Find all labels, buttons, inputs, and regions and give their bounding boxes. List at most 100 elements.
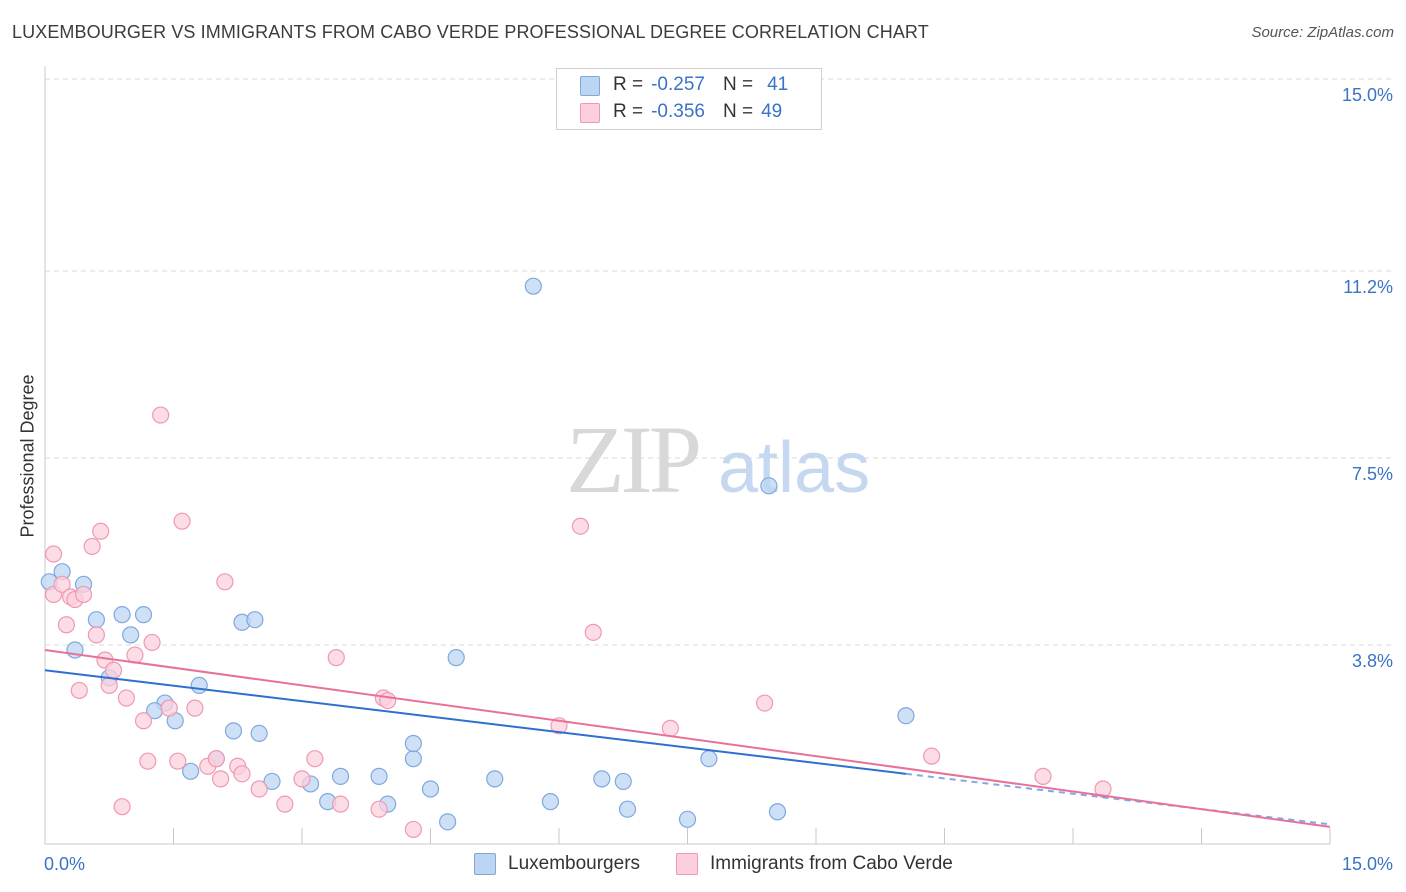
- data-point: [618, 800, 637, 818]
- stat-swatch-blue: [580, 76, 600, 96]
- y-tick-label: 3.8%: [1352, 651, 1393, 671]
- data-point: [370, 767, 388, 785]
- legend-item-cabo-verde[interactable]: Immigrants from Cabo Verde: [676, 852, 953, 876]
- data-point: [379, 691, 397, 710]
- data-point: [186, 699, 204, 717]
- data-point: [53, 575, 71, 593]
- y-tick-label: 7.5%: [1352, 464, 1393, 484]
- n-value: 41: [767, 74, 789, 95]
- x-tick-label: 0.0%: [44, 854, 85, 874]
- data-point: [661, 719, 679, 737]
- data-point: [212, 770, 230, 788]
- data-point: [421, 780, 440, 798]
- data-point: [760, 477, 778, 495]
- legend-item-luxembourgers[interactable]: Luxembourgers: [474, 852, 640, 876]
- data-point: [541, 793, 560, 811]
- data-point: [139, 752, 157, 770]
- axis-layer: [44, 66, 1331, 845]
- x-tick-label: 15.0%: [1342, 854, 1393, 874]
- data-point: [143, 633, 161, 652]
- data-point: [83, 537, 101, 556]
- source-label: Source: ZipAtlas.com: [1251, 24, 1394, 41]
- data-point: [207, 750, 225, 768]
- watermark: ZIP atlas: [566, 406, 870, 513]
- data-point: [263, 772, 281, 791]
- data-point: [584, 623, 602, 641]
- data-point: [152, 406, 170, 424]
- data-point: [246, 611, 264, 629]
- data-point: [923, 747, 941, 765]
- data-point: [306, 750, 324, 768]
- stat-swatch-pink: [580, 103, 600, 123]
- y-tick-label: 11.2%: [1343, 277, 1393, 297]
- data-point: [216, 573, 234, 591]
- data-point: [404, 820, 422, 839]
- legend-label: Immigrants from Cabo Verde: [710, 853, 953, 874]
- n-label: N =: [722, 101, 754, 122]
- data-point: [117, 689, 135, 707]
- data-point: [293, 770, 311, 788]
- data-point: [233, 765, 251, 783]
- trend-line-luxembourgers: [44, 669, 907, 775]
- r-label: R =: [613, 74, 644, 95]
- data-point: [486, 770, 504, 788]
- watermark-atlas: atlas: [718, 428, 870, 508]
- legend-swatch-blue: [474, 853, 496, 875]
- data-point: [250, 780, 268, 798]
- data-point: [276, 795, 294, 813]
- legend: Luxembourgers Immigrants from Cabo Verde: [0, 850, 1406, 880]
- data-point: [755, 694, 774, 712]
- trend-lines: [44, 649, 1331, 828]
- data-point: [331, 795, 350, 813]
- y-tick-label: 15.0%: [1342, 85, 1393, 105]
- data-point: [100, 676, 118, 695]
- data-point: [250, 724, 268, 743]
- r-value: -0.257: [651, 74, 705, 95]
- data-point: [57, 616, 76, 634]
- data-point: [70, 681, 88, 700]
- legend-swatch-pink: [676, 853, 698, 875]
- correlation-stats-box: R = -0.257 N = 41 R = -0.356 N = 49: [556, 68, 822, 130]
- data-point: [768, 803, 787, 821]
- data-point: [104, 661, 123, 679]
- tick-labels: 3.8% 7.5% 11.2% 15.0% 0.0% 15.0%: [44, 85, 1393, 874]
- data-point: [439, 813, 457, 831]
- data-point: [113, 606, 131, 624]
- data-point: [92, 522, 110, 540]
- data-point: [593, 770, 611, 788]
- data-point: [447, 649, 465, 667]
- data-point: [224, 722, 243, 740]
- data-point: [614, 772, 632, 791]
- data-point: [897, 707, 915, 725]
- data-point: [134, 606, 153, 624]
- r-label: R =: [613, 101, 644, 122]
- watermark-zip: ZIP: [566, 406, 699, 513]
- trend-line-cabo-verde: [44, 649, 1331, 828]
- legend-label: Luxembourgers: [508, 853, 641, 874]
- data-point: [331, 767, 350, 785]
- data-point: [327, 649, 345, 667]
- data-point: [404, 734, 422, 753]
- data-point: [524, 277, 542, 295]
- data-point: [87, 626, 106, 644]
- data-point: [1034, 767, 1052, 785]
- data-point: [173, 512, 191, 530]
- data-point: [190, 676, 208, 695]
- data-point: [700, 750, 718, 768]
- data-point: [169, 752, 187, 770]
- data-point: [571, 517, 590, 535]
- series-luxembourgers: [40, 277, 915, 831]
- data-point: [122, 626, 140, 644]
- data-point: [370, 800, 388, 818]
- data-point: [74, 585, 93, 604]
- data-point: [160, 699, 178, 717]
- data-point: [182, 762, 200, 780]
- data-point: [113, 798, 131, 816]
- trend-line-extension: [905, 772, 1331, 826]
- data-point: [678, 810, 697, 828]
- data-point: [87, 611, 106, 629]
- r-value: -0.356: [651, 101, 705, 122]
- n-label: N =: [722, 74, 754, 95]
- chart-title: LUXEMBOURGER VS IMMIGRANTS FROM CABO VER…: [12, 22, 929, 42]
